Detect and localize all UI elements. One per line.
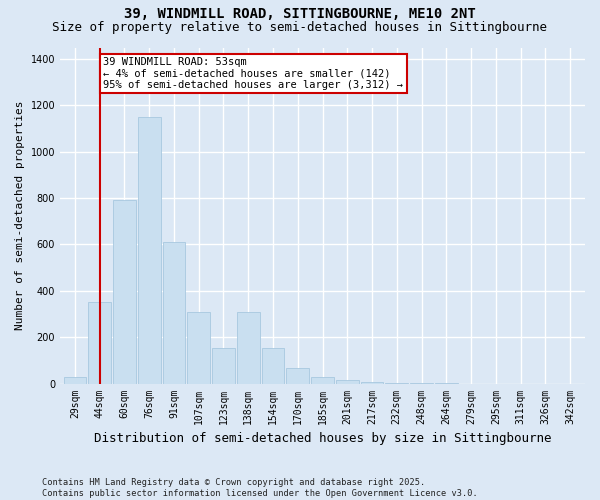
Y-axis label: Number of semi-detached properties: Number of semi-detached properties (15, 101, 25, 330)
Bar (163, 242, 185, 384)
Text: Size of property relative to semi-detached houses in Sittingbourne: Size of property relative to semi-detach… (53, 21, 548, 34)
Bar (113, 200, 136, 384)
Bar (361, 382, 383, 384)
Bar (187, 312, 210, 384)
Text: 39, WINDMILL ROAD, SITTINGBOURNE, ME10 2NT: 39, WINDMILL ROAD, SITTINGBOURNE, ME10 2… (124, 8, 476, 22)
X-axis label: Distribution of semi-detached houses by size in Sittingbourne: Distribution of semi-detached houses by … (94, 432, 551, 445)
Bar (311, 376, 334, 384)
Bar (64, 376, 86, 384)
Bar (262, 348, 284, 384)
Bar (212, 348, 235, 384)
Bar (286, 368, 309, 384)
Text: Contains HM Land Registry data © Crown copyright and database right 2025.
Contai: Contains HM Land Registry data © Crown c… (42, 478, 478, 498)
Bar (385, 383, 408, 384)
Bar (138, 117, 161, 384)
Text: 39 WINDMILL ROAD: 53sqm
← 4% of semi-detached houses are smaller (142)
95% of se: 39 WINDMILL ROAD: 53sqm ← 4% of semi-det… (103, 57, 403, 90)
Bar (88, 302, 111, 384)
Bar (336, 380, 359, 384)
Bar (237, 312, 260, 384)
